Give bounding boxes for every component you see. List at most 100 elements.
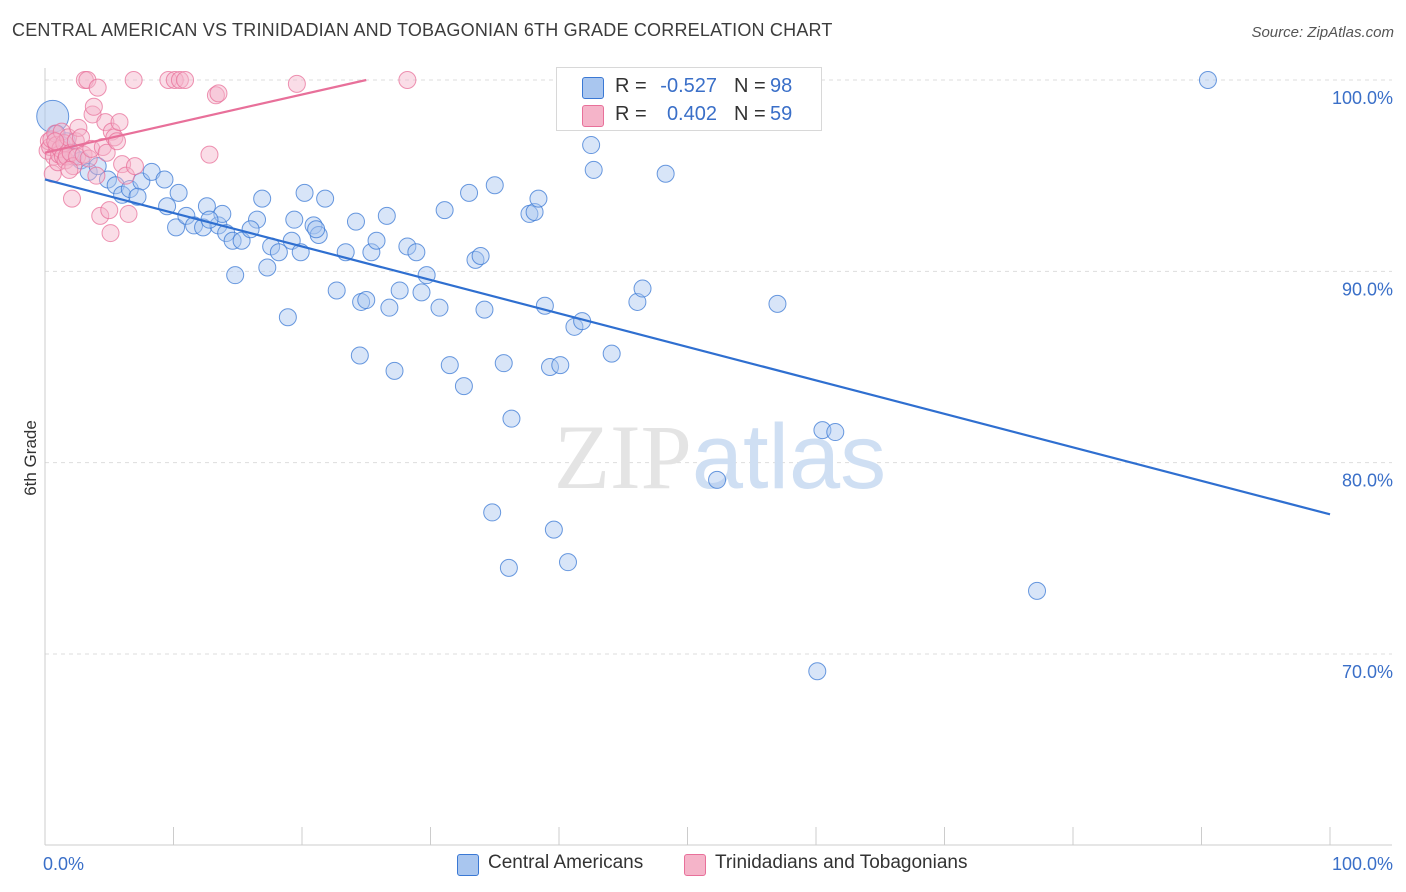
central-americans-points [36,71,1217,681]
central-american-point[interactable] [471,247,490,266]
trinidadian-point[interactable] [100,201,119,220]
central-american-point[interactable] [88,157,107,176]
trinidadian-point[interactable] [82,139,101,158]
central-american-point[interactable] [194,218,213,237]
trinidadian-point[interactable] [209,84,228,103]
central-american-point[interactable] [295,183,314,202]
central-american-point[interactable] [380,298,399,317]
n-value: 98 [770,75,793,97]
central-american-point[interactable] [307,220,326,239]
central-american-point[interactable] [357,291,376,310]
central-american-point[interactable] [602,344,621,363]
trinidadian-point[interactable] [68,147,87,166]
central-american-point[interactable] [633,279,652,298]
trinidadian-point[interactable] [110,113,129,132]
central-american-point[interactable] [529,189,548,208]
central-american-point[interactable] [128,187,147,206]
central-american-point[interactable] [36,99,70,133]
central-american-point[interactable] [412,283,431,302]
trinidadian-point[interactable] [78,71,97,89]
central-american-point[interactable] [258,258,277,277]
central-american-point[interactable] [362,243,381,262]
trinidadian-point[interactable] [116,166,135,185]
trinidadian-point[interactable] [97,143,116,162]
central-american-point[interactable] [582,136,601,155]
central-american-point[interactable] [346,212,365,231]
central-american-point[interactable] [551,356,570,375]
trinidadian-point[interactable] [176,71,195,89]
trinidadian-point[interactable] [125,157,144,176]
central-american-point[interactable] [544,520,563,539]
x-tick-label-max: 100.0% [1332,854,1393,874]
central-american-point[interactable] [269,243,288,262]
central-american-point[interactable] [435,201,454,220]
central-american-point[interactable] [499,558,518,577]
central-american-point[interactable] [454,377,473,396]
central-american-point[interactable] [278,308,297,327]
central-american-point[interactable] [385,361,404,380]
r-value: 0.402 [666,103,717,125]
trinidadian-point[interactable] [91,206,110,225]
trinidadian-point[interactable] [398,71,417,89]
y-tick-label: 90.0% [1342,279,1393,299]
central-american-point[interactable] [197,197,216,216]
trinidadian-point[interactable] [206,86,225,105]
trinidadian-point[interactable] [71,128,90,147]
central-american-point[interactable] [350,346,369,365]
central-american-point[interactable] [558,553,577,572]
trinidadian-point[interactable] [200,145,219,164]
central-american-point[interactable] [475,300,494,319]
trinidadian-point[interactable] [87,166,106,185]
central-american-point[interactable] [708,470,727,489]
central-american-point[interactable] [485,176,504,195]
trinidadian-point[interactable] [124,71,143,89]
y-tick-label: 100.0% [1332,88,1393,108]
trinidadian-point[interactable] [46,132,65,151]
central-american-point[interactable] [327,281,346,300]
central-american-point[interactable] [367,231,386,250]
central-american-point[interactable] [253,189,272,208]
trinidadian-point[interactable] [287,74,306,93]
trinidadian-point[interactable] [60,160,79,179]
central-american-point[interactable] [169,183,188,202]
central-american-point[interactable] [430,298,449,317]
central-american-point[interactable] [656,164,675,183]
central-american-point[interactable] [826,423,845,442]
trinidadian-point[interactable] [170,71,189,89]
central-american-point[interactable] [390,281,409,300]
central-american-point[interactable] [768,294,787,313]
legend-row-blue: R = -0.527 N = 98 [557,73,821,101]
pink-swatch [582,105,604,127]
central-american-point[interactable] [525,203,544,222]
central-american-point[interactable] [502,409,521,428]
central-american-point[interactable] [808,662,827,681]
central-american-point[interactable] [1028,581,1047,600]
watermark-atlas: atlas [692,406,886,508]
trinidadian-point[interactable] [84,97,103,116]
central-american-point[interactable] [584,160,603,179]
central-american-point[interactable] [316,189,335,208]
trinidadian-point[interactable] [88,78,107,97]
central-american-point[interactable] [407,243,426,262]
central-american-point[interactable] [398,237,417,256]
central-american-point[interactable] [377,206,396,225]
central-american-point[interactable] [226,266,245,285]
trinidadian-point[interactable] [119,204,138,223]
central-american-point[interactable] [628,292,647,311]
central-american-point[interactable] [440,356,459,375]
central-american-point[interactable] [483,503,502,522]
central-american-point[interactable] [285,210,304,229]
central-american-point[interactable] [460,183,479,202]
central-american-point[interactable] [494,354,513,373]
trinidadian-point[interactable] [62,189,81,208]
central-american-point[interactable] [167,218,186,237]
central-american-point[interactable] [1198,71,1217,89]
trinidadian-point[interactable] [96,113,115,132]
central-american-point[interactable] [155,170,174,189]
central-american-point[interactable] [248,210,267,229]
r-label: R = [615,75,647,97]
trinidadian-point[interactable] [101,224,120,243]
trinidadian-point[interactable] [165,71,184,89]
y-tick-label: 80.0% [1342,471,1393,491]
